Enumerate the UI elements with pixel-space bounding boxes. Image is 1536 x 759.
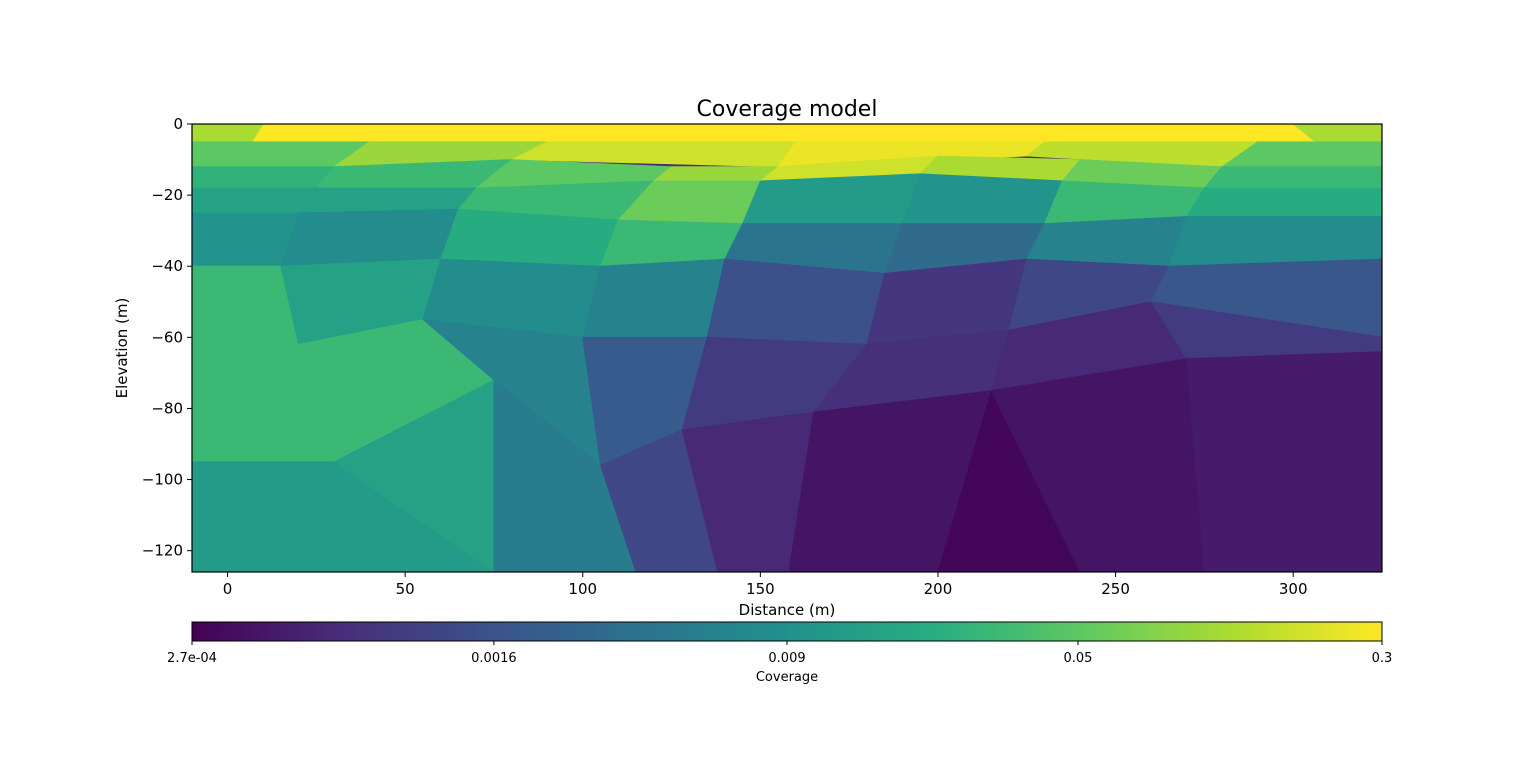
- mesh-cell: [192, 461, 495, 572]
- x-tick-label: 100: [568, 580, 597, 598]
- mesh-cell: [440, 208, 619, 267]
- mesh-cell: [788, 390, 992, 572]
- y-axis-label: Elevation (m): [113, 298, 131, 399]
- colorbar-tick-label: 0.3: [1372, 651, 1393, 666]
- colorbar-tick-label: 2.7e-04: [167, 651, 217, 666]
- mesh-cell: [493, 379, 637, 572]
- y-tick-label: −80: [151, 399, 183, 417]
- x-tick-label: 50: [396, 580, 415, 598]
- mesh-cell: [990, 358, 1205, 572]
- y-tick-label: −20: [151, 186, 183, 204]
- mesh-cell: [901, 173, 1063, 225]
- x-axis-label: Distance (m): [739, 601, 836, 619]
- y-tick-label: 0: [173, 115, 183, 133]
- colorbar-tick-label: 0.009: [768, 651, 805, 666]
- mesh-cell: [652, 166, 780, 182]
- mesh-cell: [1168, 215, 1382, 267]
- x-tick-label: 150: [746, 580, 775, 598]
- colorbar: [191, 621, 1383, 642]
- x-tick-label: 250: [1101, 580, 1130, 598]
- y-tick-label: −60: [151, 328, 183, 346]
- mesh-cell: [1186, 351, 1382, 572]
- mesh-cell: [1203, 166, 1382, 189]
- mesh-cell: [1220, 141, 1382, 168]
- mesh-cell: [280, 208, 459, 267]
- x-tick-label: 200: [924, 580, 953, 598]
- colorbar-tick-label: 0.0016: [471, 651, 517, 666]
- mesh-cell: [600, 429, 719, 572]
- mesh-cell: [1150, 301, 1382, 360]
- y-tick-label: −40: [151, 257, 183, 275]
- mesh-cell: [192, 166, 335, 189]
- mesh-cell: [681, 411, 815, 572]
- x-tick-label: 0: [223, 580, 233, 598]
- mesh-cell: [192, 187, 318, 214]
- mesh-cell: [1026, 215, 1188, 267]
- colorbar-tick-label: 0.05: [1063, 651, 1092, 666]
- coverage-mesh: [192, 124, 1382, 572]
- y-tick-label: −100: [142, 471, 183, 489]
- mesh-cell: [741, 173, 921, 225]
- mesh-cell: [192, 265, 300, 345]
- x-tick-label: 300: [1279, 580, 1308, 598]
- chart-title: Coverage model: [697, 97, 878, 122]
- mesh-cell: [1150, 258, 1382, 338]
- colorbar-label: Coverage: [756, 670, 818, 685]
- mesh-cell: [192, 124, 1382, 143]
- y-axis-ticks: 0 −20 −40 −60 −80 −100 −120: [142, 115, 192, 560]
- x-axis-ticks: 0 50 100 150 200 250 300: [223, 572, 1308, 598]
- mesh-cell: [1185, 187, 1382, 217]
- plot-frame: [191, 123, 1383, 573]
- y-tick-label: −120: [142, 542, 183, 560]
- mesh-cell: [706, 258, 886, 345]
- colorbar-ticks: 2.7e-04 0.0016 0.009 0.05 0.3: [167, 641, 1392, 666]
- mesh-cell: [582, 258, 726, 338]
- mesh-cell: [192, 212, 300, 267]
